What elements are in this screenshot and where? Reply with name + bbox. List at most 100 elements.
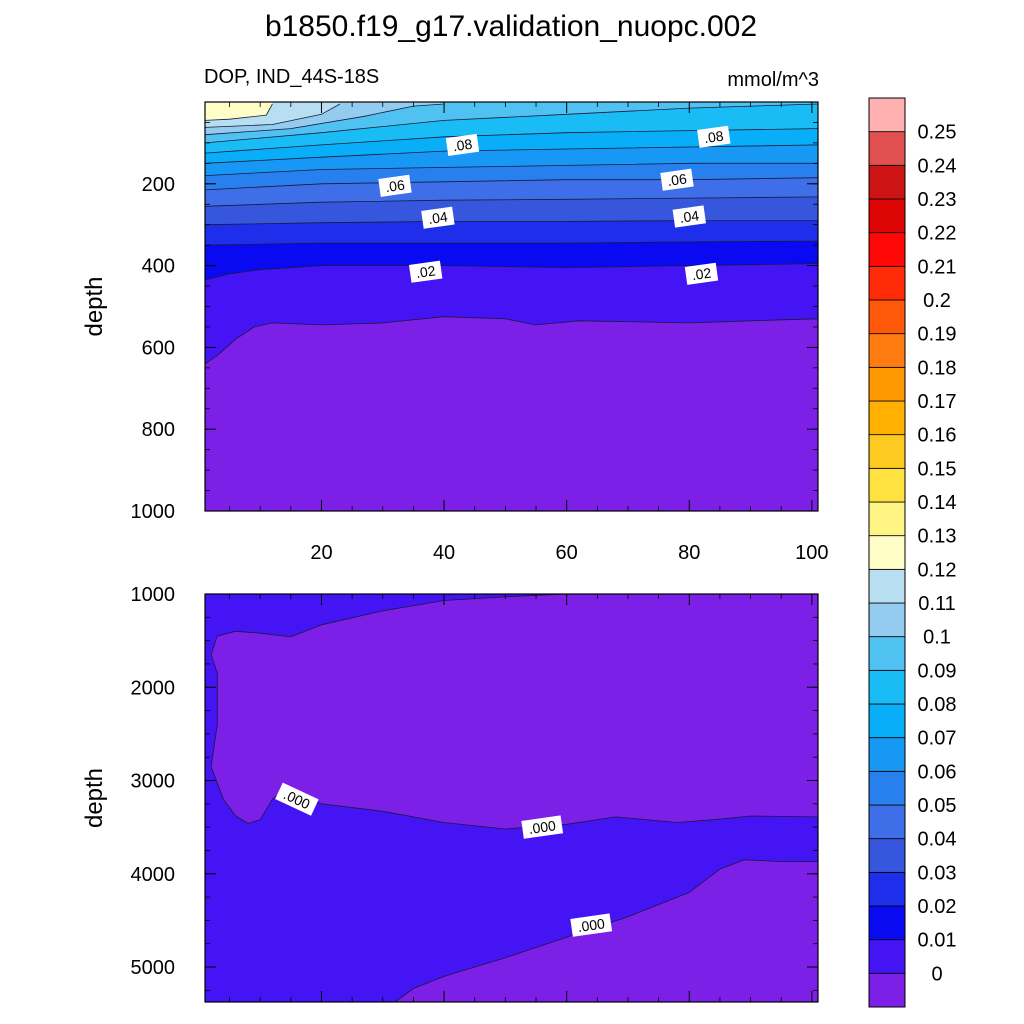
contour-label-text: .000 [528,817,557,837]
colorbar-label: 0.15 [918,458,957,480]
contour-label: .06 [378,174,412,197]
colorbar-swatch [868,131,906,166]
colorbar-label: 0.02 [918,896,957,918]
contour-label-text: .000 [577,915,606,935]
colorbar-label: 0.19 [918,324,957,346]
colorbar-swatch [868,366,906,402]
figure-title: b1850.f19_g17.validation_nuopc.002 [265,10,757,43]
lower-plot-frame [204,593,819,1003]
contour-label-bg [672,205,707,228]
colorbar-label: 0.1 [923,627,951,649]
colorbar-swatch [868,636,906,671]
colorbar-label: 0.14 [918,492,957,514]
colorbar-swatch [868,198,906,234]
colorbar-label: 0.06 [918,761,957,783]
y-tick-label: 600 [142,337,175,359]
colorbar-swatch [868,568,906,604]
colorbar-swatch [868,602,906,638]
colorbar-label: 0.24 [918,155,957,177]
colorbar-label: 0.08 [918,694,957,716]
colorbar-label: 0.16 [918,425,957,447]
upper-contour-line [205,103,445,136]
contour-label: .02 [684,262,719,285]
contour-label-bg [521,815,564,839]
colorbar-swatch [868,400,906,436]
colorbar-swatch [868,265,906,301]
colorbar-swatch [868,333,906,368]
colorbar-label: 0.17 [918,391,957,413]
colorbar-label: 0.11 [918,593,955,615]
colorbar-label: 0.25 [918,122,957,144]
x-tick-label: 40 [433,542,455,564]
x-tick-label: 100 [795,542,828,564]
y-tick-label: 3000 [131,771,176,793]
contour-label: .000 [570,913,613,937]
upper-contour-line [205,263,818,281]
colorbar-label: 0.03 [918,862,957,884]
colorbar-frame [868,97,906,1008]
colorbar-label: 0.01 [918,930,957,952]
colorbar-swatch [868,804,906,840]
colorbar-label: 0.12 [918,559,957,581]
contour-label-bg [570,913,613,937]
y-tick-label: 5000 [131,957,176,979]
units-label: mmol/m^3 [727,69,819,91]
contour-label-text: .02 [691,265,713,284]
contour-label: .04 [421,206,455,229]
x-tick-label: 80 [678,542,700,564]
colorbar-swatch [868,905,906,941]
upper-panel: .08 .08 .06 .06 .04 .04 .02 .02 200 400 600 800 100… [81,101,829,564]
contour-label-bg [421,206,455,229]
colorbar-label: 0.21 [918,256,957,278]
contour-label-text: .04 [679,207,701,226]
colorbar-swatch [868,299,906,335]
y-axis-title: depth [81,768,108,828]
contour-label: .08 [445,133,480,156]
colorbar: 0.25 0.24 0.23 0.22 0.21 0.2 0.19 0.18 0.17 0.16 0… [868,97,957,1008]
y-axis-title: depth [81,276,108,336]
upper-contour-line [205,240,818,246]
contour-label: .06 [660,168,694,191]
colorbar-swatch [868,232,906,267]
contour-label: .000 [521,815,564,839]
contour-label-bg [660,168,694,191]
contour-label-bg [445,133,480,156]
lower-axes: 1000 2000 3000 4000 5000 depth [81,584,818,1002]
upper-axes: 200 400 600 800 1000 20 40 60 80 100 depth [81,101,829,564]
upper-contour-line [205,162,818,176]
colorbar-label: 0.18 [918,357,957,379]
colorbar-swatch [868,737,906,772]
contour-label-text: .02 [415,262,437,281]
y-tick-label: 2000 [131,677,176,699]
colorbar-label: 0.2 [923,290,951,312]
contour-label-text: .04 [427,208,449,227]
contour-label-text: .06 [384,177,406,196]
contour-label-bg [684,262,719,285]
upper-contour-line [205,220,818,226]
y-tick-label: 200 [142,174,175,196]
upper-contour-fill [205,102,818,511]
colorbar-swatch [868,669,906,705]
contour-label: .08 [697,125,731,148]
y-tick-label: 1000 [131,501,176,523]
colorbar-swatch [868,467,906,503]
upper-contour-line [205,103,273,121]
colorbar-label: 0 [931,963,942,985]
contour-label: .04 [672,205,707,228]
upper-contour-line [205,103,341,128]
colorbar-swatch [868,164,906,200]
upper-contour-labels: .08 .08 .06 .06 .04 .04 .02 .02 [378,125,731,285]
colorbar-swatch [868,97,906,133]
contour-label-bg [275,782,319,816]
colorbar-label: 0.04 [918,829,957,851]
contour-label: .02 [408,260,443,283]
upper-contour-band [205,316,818,511]
colorbar-swatch [868,939,906,974]
upper-contour-line [205,316,818,365]
colorbar-swatch [868,871,906,907]
colorbar-label: 0.23 [918,189,957,211]
contour-label-bg [408,260,443,283]
colorbar-label: 0.13 [918,526,957,548]
contour-label-text: .08 [452,136,474,155]
